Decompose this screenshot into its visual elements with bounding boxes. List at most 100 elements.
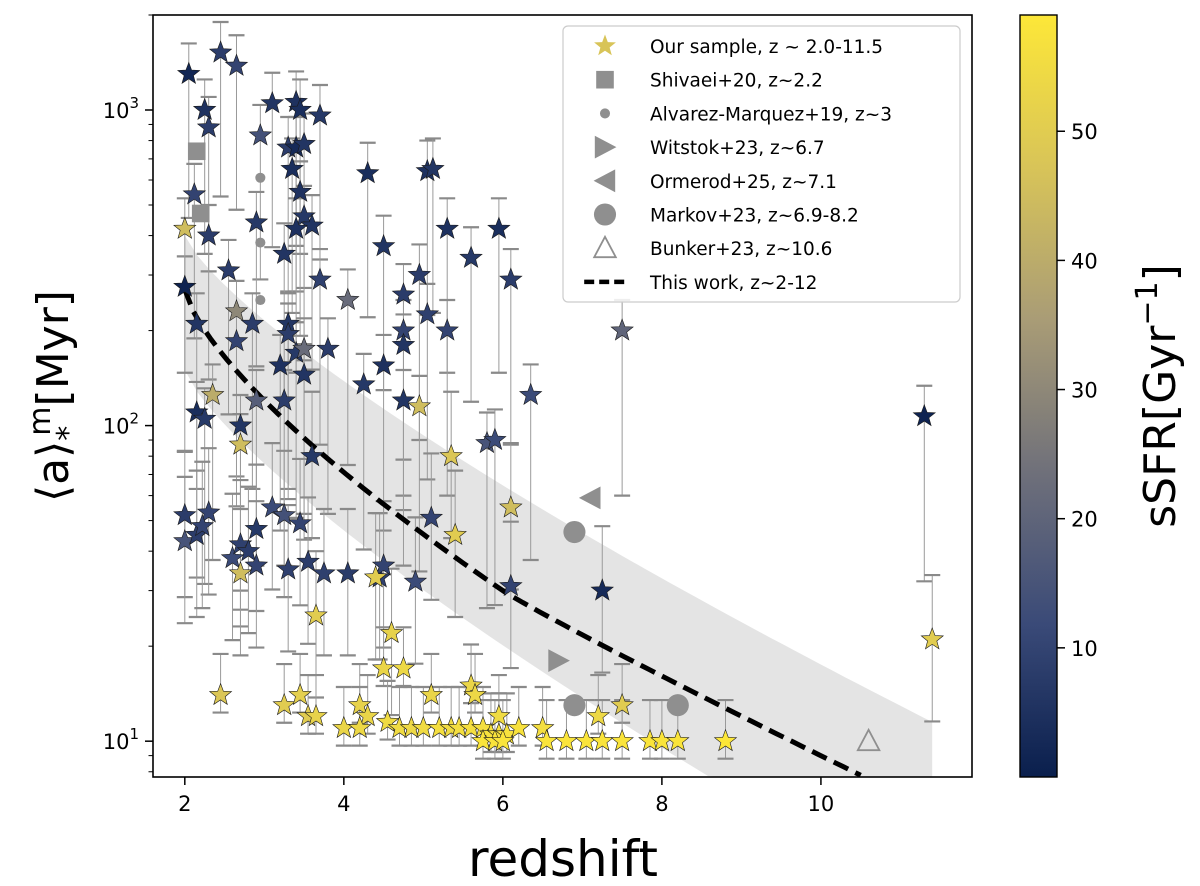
data-point-star [192, 406, 217, 429]
data-point-star [483, 427, 507, 450]
legend-entry: Markov+23, z~6.9-8.2 [593, 203, 859, 227]
y-tick-exp: 2 [129, 410, 139, 428]
data-point-star [173, 216, 197, 239]
data-point-star [407, 262, 432, 285]
data-point-star [610, 318, 634, 341]
data-point-star [248, 123, 273, 146]
data-point-star [228, 432, 253, 455]
colorbar-ticks: 10 20 30 40 50 [1057, 120, 1098, 661]
data-point-star [176, 61, 201, 84]
data-point-star [208, 40, 233, 63]
legend-label: Alvarez-Marquez+19, z~3 [650, 104, 892, 125]
data-point-star [244, 516, 269, 540]
data-point-star [228, 413, 253, 436]
y-axis-title-sub: * [51, 426, 86, 441]
legend-marker-triangle-left [593, 169, 616, 193]
error-bar [240, 485, 257, 635]
y-tick-base: 10 [103, 99, 130, 123]
svg-text:sSFR[Gyr−1]: sSFR[Gyr−1] [1130, 264, 1186, 528]
error-bar [924, 573, 941, 723]
data-point-star [244, 553, 269, 576]
data-point-star [196, 115, 221, 138]
data-point-star [272, 692, 296, 716]
legend-entry: Witstok+23, z~6.7 [594, 135, 825, 159]
x-tick-label: 2 [178, 792, 191, 816]
colorbar-title-sup: −1 [1130, 281, 1165, 325]
point-circle [563, 520, 586, 544]
data-point-star [391, 282, 416, 305]
fit-line-this-work [182, 288, 862, 778]
data-point-star [216, 258, 241, 281]
data-point-star [272, 241, 296, 264]
error-bar [280, 503, 297, 653]
x-tick-label: 4 [337, 792, 350, 816]
data-point-star [912, 403, 937, 427]
legend: Our sample, z ~ 2.0-11.5 Shivaei+20, z~2.… [562, 25, 961, 303]
data-point-star [236, 538, 261, 562]
y-tick-base: 10 [103, 730, 130, 754]
data-point-star [173, 502, 197, 526]
data-point-star [391, 332, 416, 355]
data-point-star [487, 703, 511, 727]
legend-label: Witstok+23, z~6.7 [650, 138, 825, 159]
legend-entry: This work, z~2-12 [584, 273, 817, 294]
data-point-star [371, 353, 396, 376]
data-point-star [499, 495, 523, 518]
legend-marker-square [596, 70, 614, 89]
y-tick-label: 103 [103, 94, 139, 123]
data-point-star [355, 703, 380, 727]
data-point-star [518, 382, 543, 405]
data-point-star [224, 53, 249, 76]
data-point-star [292, 336, 316, 359]
legend-marker-circle [593, 203, 617, 226]
data-point-star [220, 545, 245, 569]
y-tick-label: 101 [103, 725, 139, 754]
data-point-star [190, 513, 215, 537]
data-point-star [208, 682, 233, 706]
data-point-star [355, 160, 380, 184]
legend-entry: Alvarez-Marquez+19, z~3 [599, 104, 892, 125]
data-point-star [666, 728, 690, 752]
data-point-star [336, 287, 360, 310]
error-bar [502, 520, 519, 670]
colorbar-tick-label: 20 [1071, 508, 1098, 532]
data-point-star [224, 328, 249, 352]
data-point-star [192, 97, 217, 120]
data-point-star [435, 318, 459, 341]
legend-marker-star [594, 34, 616, 56]
error-bar [292, 457, 309, 607]
error-bar [176, 475, 193, 625]
data-point-star [439, 443, 463, 467]
data-point-star [272, 388, 296, 411]
data-point-star [173, 274, 197, 297]
data-point-star [276, 557, 300, 580]
colorbar-tick-label: 50 [1071, 120, 1098, 144]
svg-text:⟨a⟩*m[Myr]: ⟨a⟩*m[Myr] [23, 290, 86, 502]
data-point-star [419, 682, 444, 706]
y-axis-title: ⟨a⟩*m[Myr] [23, 290, 86, 502]
point-circle [563, 694, 586, 717]
x-tick-label: 8 [655, 792, 668, 816]
data-point-star [296, 549, 320, 572]
data-point-star [224, 299, 249, 322]
legend-marker-triangle-up-open [592, 234, 618, 259]
point-small-circle [255, 294, 266, 306]
data-point-star [554, 728, 579, 752]
data-point-star [182, 182, 207, 205]
point-small-circle [255, 237, 266, 248]
data-point-star [586, 703, 611, 727]
colorbar [1019, 14, 1058, 778]
colorbar-title-end: ] [1135, 264, 1186, 281]
error-bar [200, 447, 217, 596]
data-point-star [391, 656, 416, 679]
legend-box [562, 25, 961, 303]
data-point-star [312, 561, 336, 584]
error-bar [423, 452, 440, 601]
error-bar [367, 512, 384, 661]
colorbar-tick-label: 30 [1071, 379, 1098, 403]
data-point-star [308, 103, 332, 126]
data-point-star [530, 715, 555, 739]
data-point-star [196, 223, 221, 246]
fit-line-layer [182, 288, 862, 778]
data-point-star [288, 179, 312, 202]
